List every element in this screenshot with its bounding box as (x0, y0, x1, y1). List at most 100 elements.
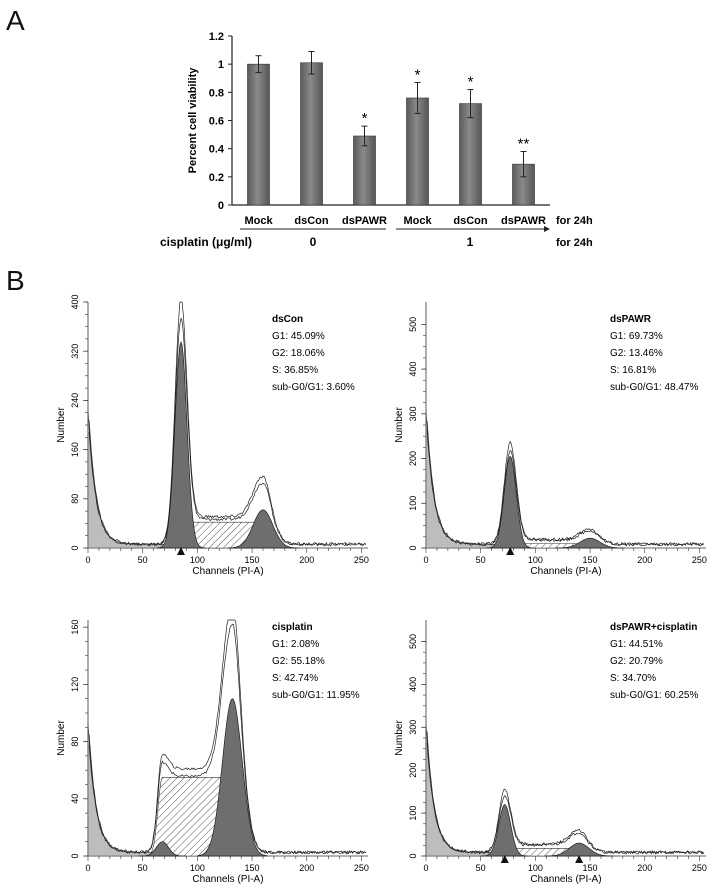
y-tick-label: 160 (70, 620, 80, 635)
significance-mark: ** (518, 135, 530, 152)
x-tick-label: 250 (354, 555, 369, 565)
y-tick-label: 0.4 (209, 144, 225, 156)
y-tick-label: 400 (408, 677, 418, 692)
x-tick-label: 0 (85, 863, 90, 873)
x-tick-label: 150 (245, 555, 260, 565)
x-tick-label: 250 (692, 555, 707, 565)
significance-mark: * (415, 66, 421, 83)
cisplatin-suffix: for 24h (556, 237, 593, 249)
cisplatin-dose-0: 0 (310, 235, 317, 249)
panel-a-label: A (6, 5, 25, 36)
stat-line: S: 36.85% (272, 365, 318, 376)
y-tick-label: 120 (70, 677, 80, 692)
y-tick-label: 400 (408, 362, 418, 377)
category-label: dsCon (294, 215, 329, 227)
stat-line: G1: 69.73% (610, 331, 663, 342)
y-tick-label: 0 (408, 545, 418, 550)
raw-trace-1 (88, 619, 367, 855)
peak-marker (500, 855, 509, 863)
bar-chart: 0 0.2 0.4 0.6 0.8 1 1.2 Percent cell viability M… (160, 31, 593, 249)
g2-peak-area (227, 509, 299, 549)
stat-line: G2: 20.79% (610, 656, 663, 667)
bar (300, 62, 323, 206)
y-tick-label: 0 (70, 545, 80, 550)
y-tick-label: 500 (408, 317, 418, 332)
y-tick-label: 200 (408, 451, 418, 466)
x-axis-label: Channels (PI-A) (192, 566, 263, 577)
y-tick-label: 0 (70, 853, 80, 858)
cisplatin-label: cisplatin (μg/ml) (160, 235, 252, 249)
y-axis-label: Number (394, 720, 405, 756)
sub-g0-g1-area (425, 722, 558, 857)
category-label: Mock (244, 215, 273, 227)
y-axis-label: Number (394, 407, 405, 443)
cisplatin-dose-1: 1 (467, 235, 474, 249)
category-label: Mock (403, 215, 432, 227)
y-axis-label: Percent cell viability (187, 67, 199, 174)
x-axis-label: Channels (PI-A) (530, 874, 601, 885)
g2-peak-area (555, 537, 626, 549)
x-tick-label: 200 (637, 555, 652, 565)
histogram-title: dsPAWR (610, 314, 652, 325)
g1-peak-area (138, 841, 187, 857)
raw-trace-1 (88, 301, 367, 546)
g1-peak-area (486, 455, 535, 549)
category-label: dsPAWR (342, 215, 387, 227)
stat-line: sub-G0/G1: 3.60% (272, 382, 355, 393)
y-tick-label: 160 (70, 442, 80, 457)
significance-mark: * (362, 110, 368, 127)
stat-line: sub-G0/G1: 11.95% (272, 690, 360, 701)
y-tick-label: 80 (70, 494, 80, 504)
category-label: dsPAWR (501, 215, 546, 227)
x-tick-label: 200 (299, 555, 314, 565)
stat-line: G2: 18.06% (272, 348, 325, 359)
x-tick-label: 100 (190, 863, 205, 873)
raw-trace-1 (426, 731, 704, 855)
y-axis-label: Number (56, 407, 67, 443)
group-arrow (544, 226, 550, 232)
x-tick-label: 50 (138, 863, 148, 873)
y-tick-label: 0.8 (209, 87, 224, 99)
stat-line: sub-G0/G1: 48.47% (610, 382, 698, 393)
bar (406, 97, 429, 206)
x-tick-label: 100 (528, 555, 543, 565)
stat-line: G2: 13.46% (610, 348, 663, 359)
x-tick-label: 50 (138, 555, 148, 565)
y-tick-label: 100 (408, 806, 418, 821)
stat-line: G2: 55.18% (272, 656, 325, 667)
x-axis-label: Channels (PI-A) (192, 874, 263, 885)
sub-g0-g1-area (425, 408, 558, 549)
histogram-title: cisplatin (272, 622, 313, 633)
y-tick-label: 1.2 (209, 31, 224, 43)
y-tick-label: 0.2 (209, 172, 224, 184)
x-tick-label: 250 (354, 863, 369, 873)
y-tick-label: 320 (70, 344, 80, 359)
y-tick-label: 0 (408, 853, 418, 858)
x-tick-label: 200 (637, 863, 652, 873)
raw-trace-0 (426, 743, 705, 855)
x-tick-label: 250 (692, 863, 707, 873)
peak-marker (176, 547, 185, 555)
y-tick-label: 500 (408, 634, 418, 649)
stat-line: sub-G0/G1: 60.25% (610, 690, 698, 701)
y-tick-label: 200 (408, 763, 418, 778)
y-tick-label: 300 (408, 406, 418, 421)
stat-line: G1: 2.08% (272, 639, 319, 650)
peak-marker (575, 855, 584, 863)
y-tick-label: 40 (70, 794, 80, 804)
x-tick-label: 150 (583, 863, 598, 873)
x-tick-label: 0 (423, 555, 428, 565)
treatment-label: for 24h (556, 215, 593, 227)
x-tick-label: 150 (245, 863, 260, 873)
raw-trace-0 (88, 317, 367, 547)
g1-peak-area (156, 340, 206, 549)
y-tick-label: 80 (70, 737, 80, 747)
bar (459, 103, 482, 206)
stat-line: S: 34.70% (610, 673, 656, 684)
y-tick-label: 0.6 (209, 116, 224, 128)
bar (247, 63, 270, 206)
category-label: dsCon (453, 215, 488, 227)
x-tick-label: 100 (190, 555, 205, 565)
histogram-dspawr-cisplatin: 0 50 100 150 200 250 0 100 200 300 400 500 Channels … (394, 620, 707, 885)
